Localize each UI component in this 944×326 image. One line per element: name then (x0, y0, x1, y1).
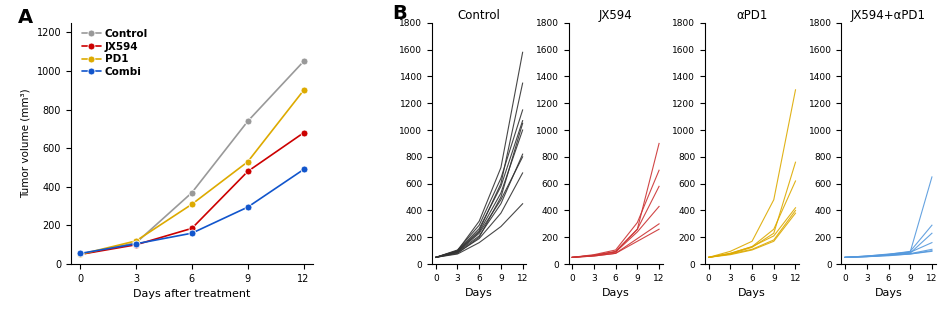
Line: Combi: Combi (76, 166, 307, 257)
JX594 (297, 131, 309, 135)
Combi (297, 168, 309, 171)
X-axis label: Days: Days (464, 288, 493, 298)
Combi (242, 205, 253, 209)
Y-axis label: Tumor volume (mm³): Tumor volume (mm³) (21, 89, 31, 198)
Combi (130, 242, 142, 246)
JX594 (242, 170, 253, 173)
Control (186, 191, 197, 195)
X-axis label: Days after treatment: Days after treatment (133, 289, 250, 299)
PD1 (75, 252, 86, 256)
X-axis label: Days: Days (874, 288, 902, 298)
Control (297, 59, 309, 63)
PD1 (297, 88, 309, 92)
X-axis label: Days: Days (601, 288, 629, 298)
Title: Control: Control (457, 9, 500, 22)
Control (242, 119, 253, 123)
Text: B: B (392, 4, 407, 22)
Legend: Control, JX594, PD1, Combi: Control, JX594, PD1, Combi (81, 28, 149, 78)
PD1 (242, 160, 253, 164)
Control (130, 241, 142, 245)
PD1 (130, 239, 142, 243)
Control (75, 252, 86, 256)
PD1 (186, 202, 197, 206)
Title: JX594+αPD1: JX594+αPD1 (851, 9, 925, 22)
JX594 (186, 226, 197, 230)
Line: Control: Control (76, 58, 307, 258)
JX594 (75, 252, 86, 256)
Text: A: A (18, 8, 33, 27)
JX594 (130, 243, 142, 247)
Title: αPD1: αPD1 (735, 9, 767, 22)
Combi (75, 251, 86, 255)
X-axis label: Days: Days (737, 288, 766, 298)
Line: PD1: PD1 (76, 87, 307, 258)
Line: JX594: JX594 (76, 129, 307, 258)
Title: JX594: JX594 (598, 9, 632, 22)
Combi (186, 231, 197, 235)
